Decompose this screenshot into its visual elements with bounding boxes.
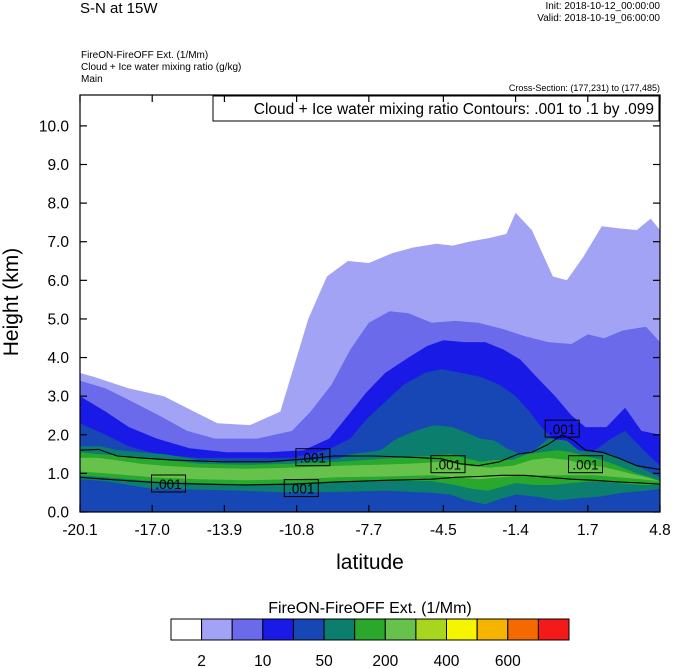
legend-swatch-6 bbox=[354, 618, 386, 641]
x-tick-label-6: -1.4 bbox=[502, 522, 529, 539]
legend-swatch-3 bbox=[262, 618, 294, 641]
x-tick-label-8: 4.8 bbox=[649, 522, 671, 539]
legend-title: FireON-FireOFF Ext. (1/Mm) bbox=[268, 600, 472, 617]
contour-line-0 bbox=[79, 434, 661, 471]
contour-label-1: .001 bbox=[300, 451, 326, 466]
legend-label-4: 400 bbox=[434, 653, 460, 668]
y-tick-label-4: 4.0 bbox=[47, 350, 69, 367]
contour-label-box-4 bbox=[544, 419, 580, 438]
y-tick-label-1: 1.0 bbox=[47, 466, 69, 483]
contour-label-5: .001 bbox=[572, 458, 598, 473]
y-tick-label-2: 2.0 bbox=[47, 427, 69, 444]
contour-info-box: Cloud + Ice water mixing ratio Contours:… bbox=[212, 95, 660, 122]
cross-section-label: Cross-Section: (177,231) to (177,485) bbox=[509, 83, 660, 93]
legend-label-1: 10 bbox=[254, 653, 272, 668]
plot-frame bbox=[79, 94, 661, 513]
y-tick-label-10: 10.0 bbox=[39, 118, 70, 135]
y-tick-label-8: 8.0 bbox=[47, 196, 69, 213]
plot-title: S-N at 15W bbox=[80, 0, 158, 17]
contour-lines bbox=[79, 434, 661, 486]
legend-swatch-12 bbox=[537, 618, 570, 641]
contour-label-3: .001 bbox=[435, 458, 461, 473]
legend-swatch-11 bbox=[507, 618, 539, 641]
contour-label-box-0 bbox=[151, 474, 186, 493]
y-tick-label-5: 5.0 bbox=[47, 311, 69, 328]
contour-label-box-2 bbox=[283, 479, 319, 498]
contour-label-0: .001 bbox=[155, 477, 181, 492]
legend-swatch-4 bbox=[293, 618, 325, 641]
valid-time: Valid: 2018-10-19_06:00:00 bbox=[537, 13, 660, 24]
legend-swatch-7 bbox=[384, 618, 417, 641]
field-label-extinction: FireON-FireOFF Ext. (1/Mm) bbox=[81, 50, 208, 61]
contour-line-1 bbox=[79, 474, 661, 486]
legend-label-2: 50 bbox=[315, 653, 333, 668]
x-tick-label-1: -17.0 bbox=[135, 522, 171, 539]
x-tick-label-5: -4.5 bbox=[430, 522, 457, 539]
legend-label-5: 600 bbox=[495, 653, 521, 668]
y-tick-label-0: 0.0 bbox=[47, 505, 69, 522]
legend-swatch-2 bbox=[231, 618, 264, 641]
color-legend: 2 10 50 200 400 600 bbox=[170, 618, 570, 668]
legend-swatch-9 bbox=[446, 618, 478, 641]
y-tick-label-6: 6.0 bbox=[47, 273, 69, 290]
x-axis: -20.1 -17.0 -13.9 -10.8 -7.7 -4.5 -1.4 1.7 4.8 bbox=[62, 95, 671, 539]
legend-swatch-0 bbox=[170, 618, 203, 641]
legend-swatch-8 bbox=[415, 618, 447, 641]
y-tick-label-7: 7.0 bbox=[47, 234, 69, 251]
x-tick-label-4: -7.7 bbox=[355, 522, 382, 539]
legend-swatch-5 bbox=[323, 618, 356, 641]
field-label-main: Main bbox=[81, 74, 103, 85]
x-tick-label-3: -10.8 bbox=[279, 522, 314, 539]
contour-label-4: .001 bbox=[549, 422, 575, 437]
x-tick-label-2: -13.9 bbox=[207, 522, 242, 539]
x-tick-label-7: 1.7 bbox=[577, 522, 599, 539]
init-time: Init: 2018-10-12_00:00:00 bbox=[545, 1, 660, 12]
y-tick-label-3: 3.0 bbox=[47, 389, 69, 406]
contour-labels: .001 .001 .001 .001 .001 .001 bbox=[151, 419, 603, 498]
x-tick-label-0: -20.1 bbox=[62, 522, 97, 539]
y-axis-label: Height (km) bbox=[0, 248, 23, 357]
contour-label-box-1 bbox=[295, 448, 331, 467]
x-axis-label: latitude bbox=[336, 551, 404, 574]
contour-info-text: Cloud + Ice water mixing ratio Contours:… bbox=[254, 101, 654, 118]
y-axis: 0.0 1.0 2.0 3.0 4.0 5.0 6.0 7.0 8.0 9.0 10.0 bbox=[39, 118, 660, 522]
contour-label-box-5 bbox=[568, 455, 603, 474]
y-tick-label-9: 9.0 bbox=[47, 157, 69, 174]
legend-label-0: 2 bbox=[197, 653, 206, 668]
contour-label-box-3 bbox=[430, 455, 466, 474]
legend-swatch-10 bbox=[476, 618, 509, 641]
contour-label-2: .001 bbox=[288, 482, 314, 497]
legend-label-3: 200 bbox=[372, 653, 398, 668]
legend-swatch-1 bbox=[201, 618, 233, 641]
field-label-cloud-ice: Cloud + Ice water mixing ratio (g/kg) bbox=[81, 62, 241, 73]
